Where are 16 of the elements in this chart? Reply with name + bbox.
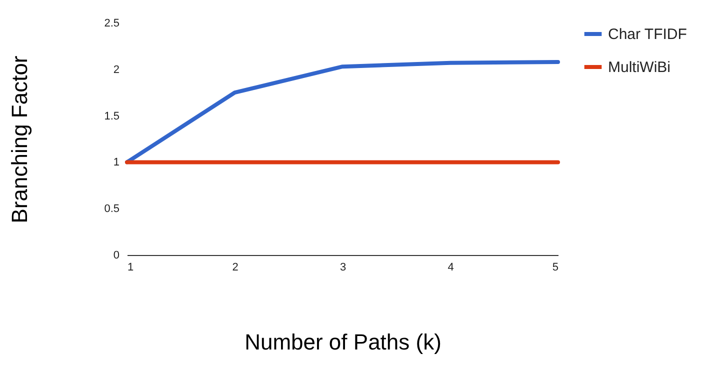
y-tick-label: 0: [113, 250, 120, 262]
x-tick-label: 1: [128, 262, 134, 274]
legend-label: Char TFIDF: [608, 26, 687, 43]
y-tick-label: 2.5: [104, 18, 120, 30]
x-tick-label: 3: [340, 262, 346, 274]
y-axis-title: Branching Factor: [7, 56, 32, 224]
x-tick-label: 5: [552, 262, 558, 274]
x-tick-label: 2: [232, 262, 238, 274]
line-series: [125, 60, 560, 164]
legend-label: MultiWiBi: [608, 59, 670, 76]
y-tick-label: 1: [113, 156, 120, 169]
y-tick-label: 0.5: [104, 203, 120, 216]
y-tick-label: 2: [113, 64, 120, 76]
x-axis-title: Number of Paths (k): [244, 330, 442, 354]
y-tick-label: 1.5: [104, 110, 120, 122]
x-tick-label: 4: [448, 262, 454, 274]
